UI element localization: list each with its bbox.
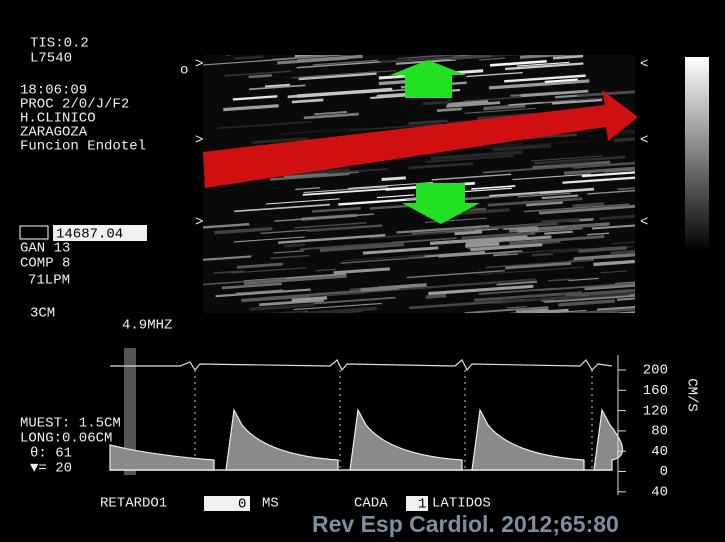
scale-label: 200 — [643, 363, 668, 379]
footer-value: 0 — [238, 497, 246, 513]
info-text: L7540 — [30, 51, 72, 67]
footer-text: CADA — [354, 496, 388, 512]
tissue-speckle — [517, 230, 538, 231]
tissue-speckle — [382, 178, 406, 180]
footer-text: LATIDOS — [432, 496, 491, 512]
tissue-speckle — [465, 244, 499, 246]
tissue-speckle — [455, 232, 482, 234]
scale-label: 120 — [643, 403, 668, 419]
setting-text: 4.9MHZ — [122, 318, 172, 334]
tissue-speckle — [379, 82, 406, 84]
scale-unit: CM/S — [683, 378, 699, 412]
doppler-text: LONG:0.06CM — [20, 431, 112, 447]
ultrasound-screen: o > > > < < < TIS:0.2 L7540 18:06:09 PRO… — [0, 0, 725, 542]
footer-text: MS — [262, 496, 279, 512]
caption: Rev Esp Cardiol. 2012;65:80 — [312, 511, 619, 537]
edge-marker: < — [640, 133, 648, 149]
edge-marker: > — [195, 133, 203, 149]
edge-marker: > — [195, 215, 203, 231]
scale-label: 0 — [660, 464, 668, 480]
scale-label: 160 — [643, 383, 668, 399]
footer-text: RETARDO1 — [100, 496, 167, 512]
setting-text: 3CM — [30, 306, 55, 322]
doppler-text: ▼= 20 — [30, 461, 72, 477]
tissue-speckle — [532, 254, 553, 255]
scale-label: 80 — [651, 424, 668, 440]
edge-marker: < — [640, 215, 648, 231]
setting-text: 71LPM — [28, 273, 70, 289]
gray-scale-bar — [685, 57, 709, 252]
focus-marker: o — [180, 63, 188, 79]
edge-marker: < — [640, 57, 648, 73]
setting-text: COMP 8 — [20, 256, 70, 272]
tissue-speckle — [426, 296, 446, 297]
tissue-speckle — [437, 109, 462, 111]
setting-text: GAN 13 — [20, 241, 70, 257]
doppler-text: θ: 61 — [30, 446, 72, 462]
edge-marker: > — [195, 57, 203, 73]
info-text: Funcion Endotel — [20, 139, 146, 155]
scale-label: 40 — [651, 444, 668, 460]
info-text: TIS:0.2 — [30, 36, 89, 52]
tissue-speckle — [423, 102, 452, 104]
tissue-speckle — [249, 75, 272, 77]
doppler-text: MUEST: 1.5CM — [20, 416, 121, 432]
tissue-speckle — [516, 310, 548, 312]
scale-label: 40 — [651, 485, 668, 501]
tissue-speckle — [284, 245, 305, 246]
